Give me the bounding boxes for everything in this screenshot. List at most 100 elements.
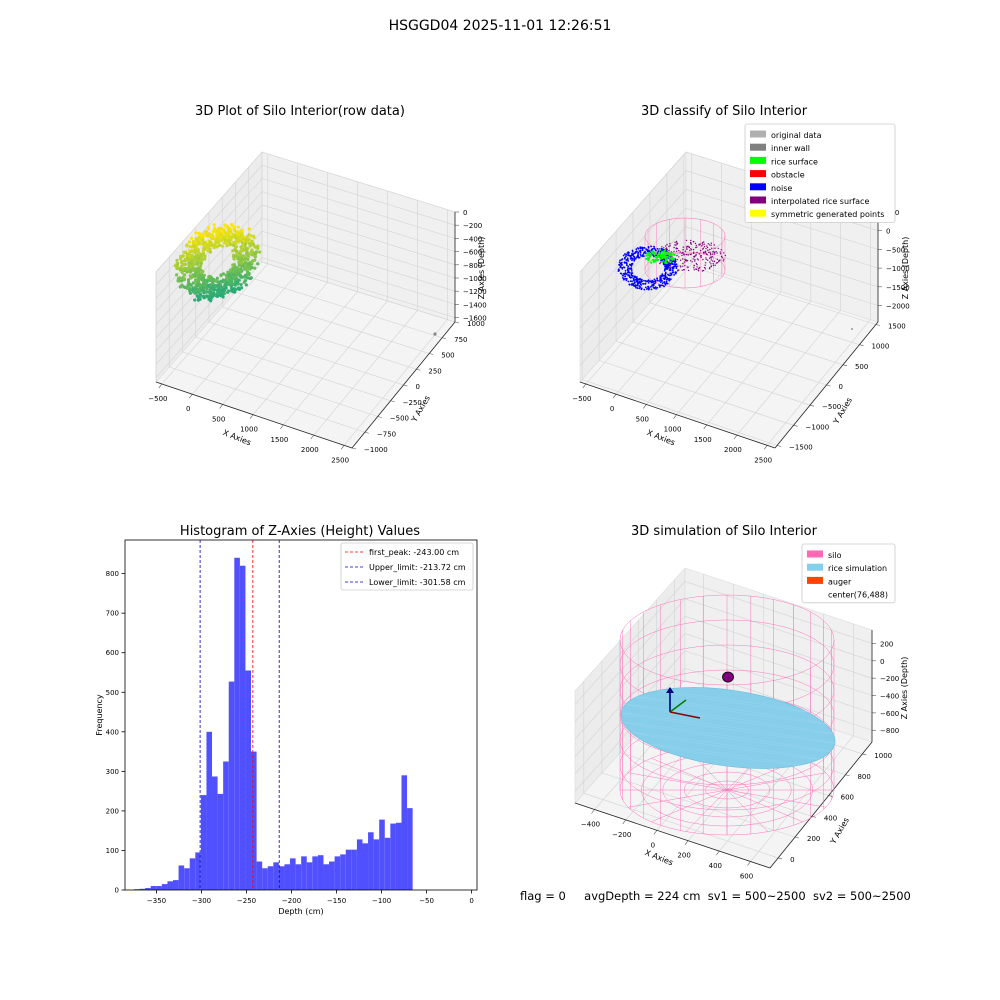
p2-interpolated-point <box>668 249 670 252</box>
p2-x-tick-mark <box>733 434 738 440</box>
p2-interpolated-point <box>678 256 680 258</box>
p1-data-point <box>215 294 219 298</box>
p2-interpolated-point <box>679 259 682 261</box>
p2-legend-label: original data <box>771 131 822 140</box>
histogram-x-tick: −350 <box>147 897 166 905</box>
histogram-bar <box>323 864 330 890</box>
p2-noise-point <box>656 252 659 254</box>
p2-noise-point <box>633 276 636 279</box>
p2-noise-point <box>642 255 645 258</box>
p1-data-point <box>197 231 201 235</box>
p2-interpolated-point <box>679 251 681 253</box>
histogram-bar <box>273 862 279 890</box>
p2-interpolated-point <box>682 258 684 260</box>
p2-noise-point <box>619 262 622 265</box>
p2-noise-point <box>638 256 641 259</box>
p2-noise-point <box>622 273 625 275</box>
p2-x-tick-mark <box>763 445 768 450</box>
p2-interpolated-point <box>673 250 675 252</box>
p1-data-point <box>216 283 220 287</box>
p1-data-point <box>207 290 211 294</box>
p2-interpolated-point <box>714 264 716 266</box>
p4-grid-y <box>620 752 812 817</box>
p1-x-tick-mark <box>280 424 284 430</box>
p1-x-tick-mark <box>310 434 315 440</box>
p1-data-point <box>239 283 243 287</box>
p1-data-point <box>211 281 215 285</box>
p2-y-tick-mark <box>809 404 815 407</box>
p2-noise-point <box>671 267 674 270</box>
p2-interpolated-point <box>698 243 700 245</box>
p2-rice-surface-point <box>662 256 665 259</box>
p2-interpolated-point <box>669 243 671 245</box>
p2-rice-surface-point <box>669 260 672 263</box>
p1-data-point <box>204 242 208 246</box>
histogram-bar <box>262 868 268 890</box>
p2-noise-point <box>627 267 629 269</box>
p2-noise-point <box>674 260 677 263</box>
histogram-legend-label: Upper_limit: -213.72 cm <box>369 563 466 572</box>
p2-interpolated-point <box>723 258 725 260</box>
p2-interpolated-point <box>687 269 690 272</box>
p1-data-point <box>247 227 251 231</box>
p1-data-point <box>205 287 209 291</box>
p1-data-point <box>237 263 241 267</box>
p2-noise-point <box>669 262 672 265</box>
panel2-title: 3D classify of Silo Interior <box>640 104 808 119</box>
p2-noise-point <box>654 279 657 282</box>
p1-data-point <box>219 279 223 283</box>
p1-outlier-point <box>433 332 437 336</box>
p1-data-point <box>203 257 207 261</box>
p2-interpolated-point <box>686 248 688 251</box>
histogram-bar <box>401 775 408 890</box>
p2-noise-point <box>619 272 622 275</box>
p1-grid-z-back <box>261 151 456 213</box>
p4-grid-z-back <box>684 615 873 679</box>
p2-noise-point <box>639 249 642 252</box>
p1-data-point <box>249 234 253 238</box>
p2-noise-point <box>631 259 633 262</box>
p2-interpolated-point <box>696 266 698 268</box>
p1-data-point <box>205 279 209 284</box>
p2-noise-point <box>628 276 631 279</box>
histogram-bar <box>145 888 151 890</box>
p2-noise-point <box>653 280 655 283</box>
p2-noise-point <box>625 255 627 258</box>
p2-interpolated-point <box>704 264 706 266</box>
p2-noise-point <box>664 272 667 275</box>
p1-data-point <box>185 244 189 248</box>
p1-grid-y <box>182 351 378 417</box>
p1-data-point <box>189 264 193 268</box>
p1-data-point <box>185 286 190 290</box>
p2-interpolated-point <box>711 253 714 255</box>
p4-x-tick-mark <box>684 840 689 845</box>
p1-z-tick: −1200 <box>463 288 487 296</box>
p2-interpolated-point <box>693 252 695 254</box>
histogram-bar <box>228 681 235 890</box>
p4-legend-swatch <box>807 576 823 584</box>
p2-interpolated-point <box>681 269 683 271</box>
p1-data-point <box>203 283 207 287</box>
p2-interpolated-point <box>695 244 697 247</box>
p2-rice-surface-point <box>670 253 673 256</box>
p2-rice-surface-point <box>660 260 664 263</box>
p1-grid-y <box>222 306 417 370</box>
p2-rice-surface-point <box>671 256 674 259</box>
p2-rice-surface-point <box>665 255 669 258</box>
p2-interpolated-point <box>712 260 714 262</box>
p4-grid-z-back <box>684 633 873 696</box>
p2-noise-point <box>629 267 631 270</box>
p2-interpolated-point <box>702 258 704 261</box>
p1-x-tick: 500 <box>212 415 225 423</box>
p2-legend-label: noise <box>771 184 792 193</box>
p1-grid-z-back <box>261 217 456 279</box>
p1-data-point <box>175 264 179 268</box>
p1-data-point <box>224 281 228 285</box>
p2-noise-point <box>624 253 626 255</box>
p1-x-tick-mark <box>340 445 345 450</box>
p2-legend-swatch <box>750 209 766 217</box>
histogram-bar <box>156 886 162 890</box>
p2-x-tick: 2000 <box>724 446 742 454</box>
silo-floor-spoke <box>726 789 826 808</box>
p2-interpolated-point <box>690 249 693 251</box>
